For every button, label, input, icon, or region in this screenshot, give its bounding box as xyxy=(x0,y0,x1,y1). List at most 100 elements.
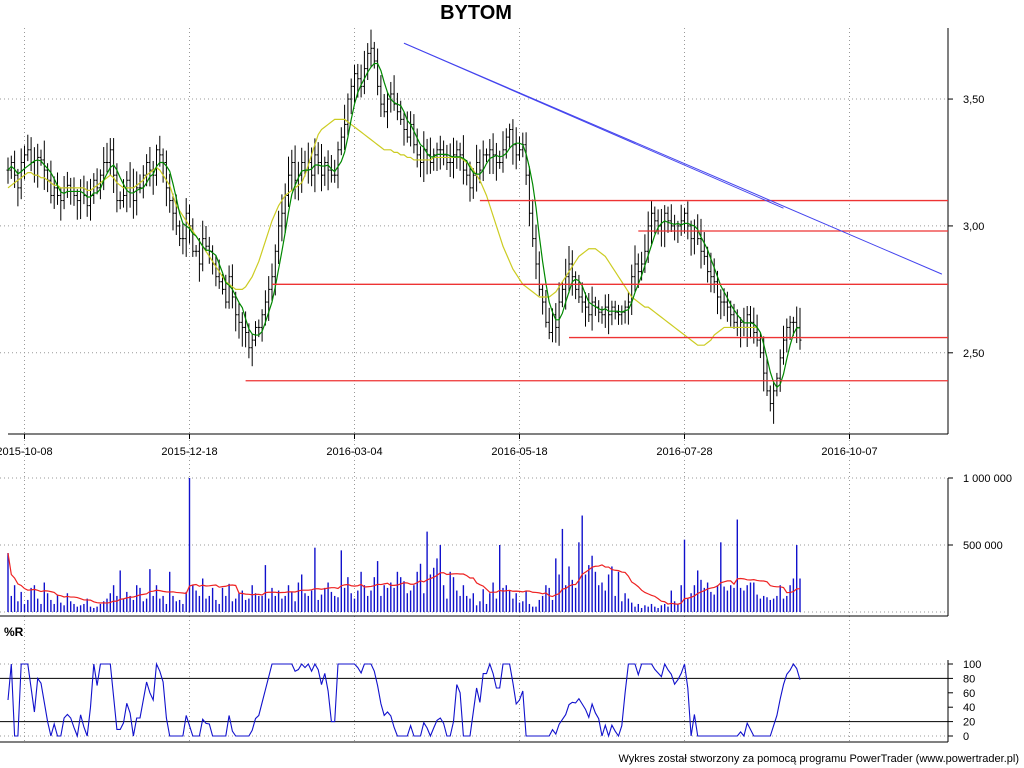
ohlc-bar xyxy=(455,140,459,169)
ohlc-bar xyxy=(234,291,238,332)
ohlc-bar xyxy=(574,271,578,300)
ohlc-bar xyxy=(204,226,208,253)
x-tick-label: 2015-10-08 xyxy=(0,446,53,458)
volume-ma-line xyxy=(7,552,801,605)
ohlc-bar xyxy=(765,358,769,397)
ohlc-bar xyxy=(227,265,231,309)
ohlc-bar xyxy=(775,372,779,397)
ohlc-bar xyxy=(633,245,637,292)
ohlc-bar xyxy=(323,156,327,186)
ohlc-bar xyxy=(95,168,99,195)
ohlc-bar xyxy=(732,303,736,329)
ohlc-bar xyxy=(683,207,686,234)
ohlc-bar xyxy=(214,255,218,287)
ohlc-bar xyxy=(415,128,419,168)
ohlc-bar xyxy=(617,304,620,325)
ohlc-bar xyxy=(343,104,347,151)
ohlc-bar xyxy=(488,138,492,174)
chart-title: BYTOM xyxy=(440,2,512,24)
ohlc-bar xyxy=(65,171,69,198)
ohlc-bar xyxy=(260,309,264,342)
ohlc-bar xyxy=(663,205,667,248)
ohlc-bar xyxy=(527,166,531,227)
ohlc-bar xyxy=(135,171,139,216)
grid-lines xyxy=(0,28,948,742)
ohlc-bar xyxy=(699,218,703,269)
wr-reference-lines xyxy=(0,663,948,737)
trend-line xyxy=(403,42,784,209)
volume-y-ticks: 500 000 1 000 000 xyxy=(948,473,1012,552)
ohlc-bar xyxy=(280,194,284,242)
x-tick-label: 2015-12-18 xyxy=(161,446,217,458)
ohlc-bar xyxy=(326,150,330,191)
ohlc-bar xyxy=(277,210,281,264)
y-tick-label: 1 000 000 xyxy=(963,473,1012,485)
ohlc-bar xyxy=(118,191,122,210)
ohlc-bar xyxy=(610,300,614,326)
ohlc-bar xyxy=(719,289,723,320)
ohlc-bar xyxy=(171,193,175,231)
ohlc-bar xyxy=(9,155,13,179)
ohlc-bar xyxy=(75,189,79,220)
ohlc-bar xyxy=(32,147,36,183)
ohlc-bar xyxy=(386,93,389,129)
ohlc-bar xyxy=(607,294,611,335)
ohlc-bar xyxy=(346,93,350,136)
wr-panel-label: %R xyxy=(4,625,24,639)
ohlc-bar xyxy=(511,119,515,165)
ohlc-bar xyxy=(554,303,558,343)
ohlc-bar xyxy=(151,160,155,195)
ohlc-bar xyxy=(587,292,591,322)
ohlc-bar xyxy=(59,187,63,221)
ohlc-bar xyxy=(89,178,92,221)
ohlc-bar xyxy=(706,246,710,283)
ohlc-bar xyxy=(465,159,469,186)
x-tick-label: 2016-05-18 xyxy=(491,446,547,458)
ohlc-bar xyxy=(544,289,548,328)
ohlc-bar xyxy=(630,264,634,315)
sma-slow-line xyxy=(7,118,758,346)
x-tick-label: 2016-07-28 xyxy=(656,446,712,458)
ohlc-bar xyxy=(287,156,290,207)
ohlc-bar xyxy=(498,150,502,169)
ohlc-bar xyxy=(584,292,587,327)
ohlc-bar xyxy=(620,305,624,325)
ohlc-bar xyxy=(178,220,182,247)
ohlc-bar xyxy=(254,321,257,347)
ohlc-bar xyxy=(541,284,545,315)
ohlc-bar xyxy=(168,173,172,213)
ohlc-bar xyxy=(494,142,498,181)
ohlc-bar xyxy=(181,222,185,255)
ohlc-bar xyxy=(237,302,241,339)
ohlc-bar xyxy=(739,317,743,348)
ohlc-bar xyxy=(320,143,323,192)
ohlc-bar xyxy=(362,50,366,95)
ohlc-bar xyxy=(240,312,244,347)
ohlc-bar xyxy=(514,127,518,170)
ohlc-bar xyxy=(485,148,488,163)
ohlc-bar xyxy=(36,143,40,188)
ohlc-bar xyxy=(108,138,112,176)
ohlc-bar xyxy=(782,325,785,365)
ohlc-bar xyxy=(442,140,446,166)
ohlc-bar xyxy=(768,385,772,412)
ohlc-bar xyxy=(300,147,304,193)
ohlc-bar xyxy=(666,206,670,233)
ohlc-bar xyxy=(613,300,617,320)
ohlc-bar xyxy=(478,149,482,184)
ohlc-bar xyxy=(673,214,677,241)
ohlc-bar xyxy=(23,145,26,180)
ohlc-bar xyxy=(409,111,413,147)
ohlc-bar xyxy=(419,146,422,178)
y-tick-label: 3,00 xyxy=(963,221,984,233)
ohlc-bar xyxy=(425,138,429,175)
ohlc-bar xyxy=(531,199,535,247)
ohlc-bar xyxy=(29,137,33,172)
ohlc-bar xyxy=(534,224,538,280)
ohlc-bar xyxy=(524,132,528,185)
ohlc-bar xyxy=(422,131,426,182)
ohlc-bar xyxy=(349,78,353,115)
ohlc-bar xyxy=(85,181,89,217)
ohlc-bar xyxy=(788,315,792,341)
